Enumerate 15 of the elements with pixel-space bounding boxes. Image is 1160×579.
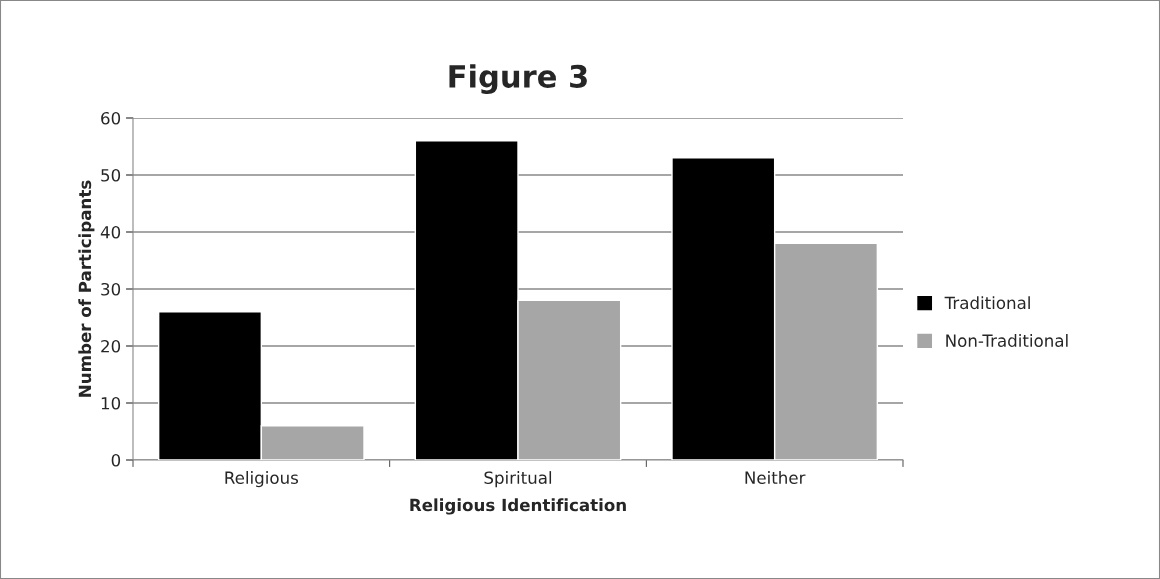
- y-tick-label: 10: [101, 396, 121, 410]
- x-tick-label: Religious: [225, 471, 299, 488]
- y-tick-label: 0: [111, 453, 121, 467]
- y-tick-label: 40: [100, 225, 121, 239]
- x-axis-title: Religious Identification: [410, 498, 626, 515]
- legend-label: Traditional: [944, 296, 1030, 310]
- legend-label: Non-Traditional: [946, 334, 1068, 347]
- y-tick-label: 60: [101, 111, 121, 125]
- y-axis-title: Number of Participants: [78, 180, 95, 397]
- y-tick-label: 20: [101, 339, 121, 353]
- x-tick-label: Spiritual: [484, 471, 552, 488]
- x-tick-label: Neither: [745, 471, 806, 485]
- chart-title: Figure 3: [449, 64, 587, 95]
- y-tick-label: 50: [101, 168, 121, 182]
- y-tick-label: 30: [101, 282, 121, 296]
